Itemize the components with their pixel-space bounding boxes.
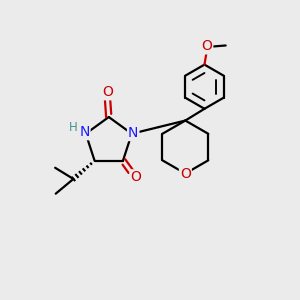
Text: O: O [180, 167, 191, 181]
Text: O: O [102, 85, 113, 99]
Text: N: N [79, 125, 89, 139]
Text: N: N [128, 126, 138, 140]
Text: O: O [201, 39, 212, 53]
Text: O: O [130, 170, 142, 184]
Text: H: H [69, 121, 78, 134]
